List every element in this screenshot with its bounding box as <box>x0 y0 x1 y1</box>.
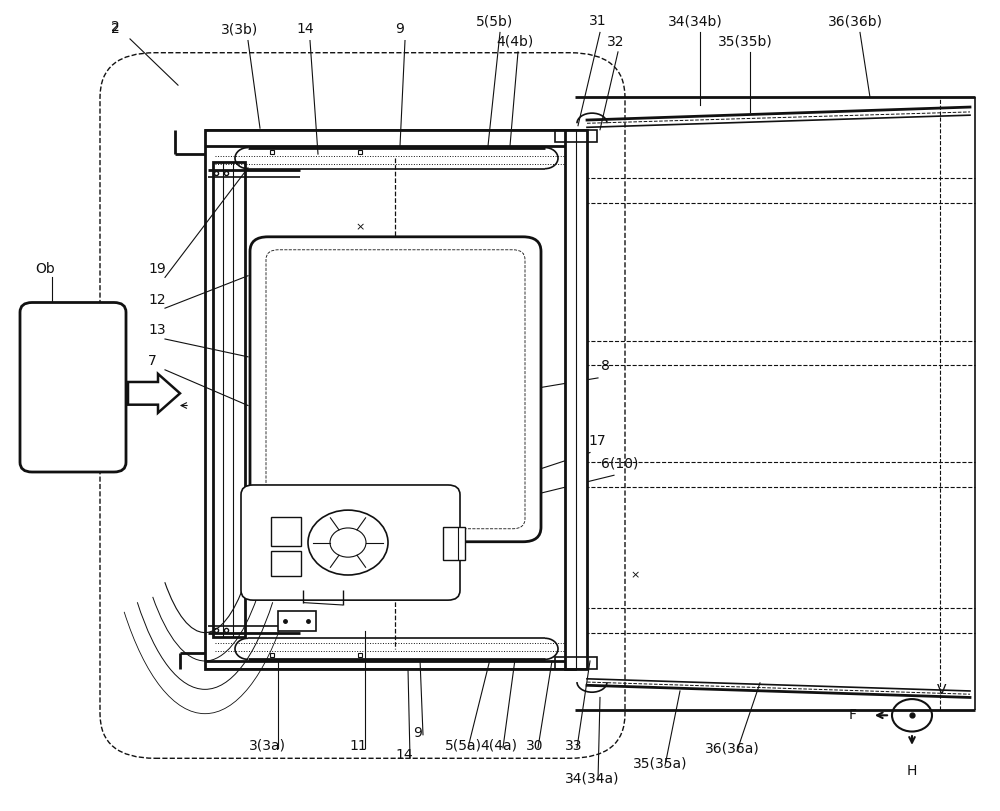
FancyArrow shape <box>128 374 180 413</box>
Bar <box>271 517 301 546</box>
Text: H: H <box>907 764 917 778</box>
Text: Ob: Ob <box>35 262 55 276</box>
Text: 14: 14 <box>296 23 314 36</box>
Text: 31: 31 <box>589 15 607 28</box>
Bar <box>555 130 597 142</box>
Text: 11: 11 <box>349 739 367 753</box>
Text: 13: 13 <box>148 324 166 337</box>
Text: 4(4b): 4(4b) <box>496 35 534 49</box>
Text: 36(36b): 36(36b) <box>828 15 883 28</box>
Text: 34(34b): 34(34b) <box>668 15 722 28</box>
Text: 35(35a): 35(35a) <box>633 757 687 770</box>
Text: 3(3a): 3(3a) <box>248 739 286 753</box>
FancyBboxPatch shape <box>241 485 460 600</box>
Text: 33: 33 <box>565 739 583 753</box>
Text: 2: 2 <box>111 20 119 34</box>
Text: 36(36a): 36(36a) <box>705 742 759 756</box>
Bar <box>205 130 575 669</box>
Text: 35(35b): 35(35b) <box>718 35 772 49</box>
Text: V: V <box>937 684 946 697</box>
Text: 7: 7 <box>148 354 157 368</box>
Text: 9: 9 <box>414 726 422 740</box>
Bar <box>565 130 587 669</box>
Text: 14: 14 <box>395 749 413 762</box>
Text: 3(3b): 3(3b) <box>221 23 259 36</box>
Bar <box>443 527 465 560</box>
Text: 17: 17 <box>588 434 606 448</box>
Text: F: F <box>849 708 857 723</box>
Bar <box>213 162 245 637</box>
Bar <box>278 611 316 631</box>
Text: 30: 30 <box>526 739 544 753</box>
Text: ×: × <box>630 571 640 581</box>
Text: ×: × <box>355 222 365 232</box>
FancyBboxPatch shape <box>250 237 541 542</box>
FancyBboxPatch shape <box>20 303 126 472</box>
Text: 5(5a): 5(5a) <box>444 739 482 753</box>
Text: 8: 8 <box>601 359 609 373</box>
Text: 12: 12 <box>148 293 166 307</box>
Text: 4(4a): 4(4a) <box>480 739 518 753</box>
Text: 19: 19 <box>148 262 166 276</box>
Bar <box>555 657 597 669</box>
Text: 34(34a): 34(34a) <box>565 771 619 785</box>
Text: 9: 9 <box>396 23 404 36</box>
Text: 2: 2 <box>111 23 119 36</box>
Bar <box>271 551 301 576</box>
Text: 6(10): 6(10) <box>601 457 639 470</box>
Text: 5(5b): 5(5b) <box>476 15 514 28</box>
Text: 32: 32 <box>607 35 625 49</box>
